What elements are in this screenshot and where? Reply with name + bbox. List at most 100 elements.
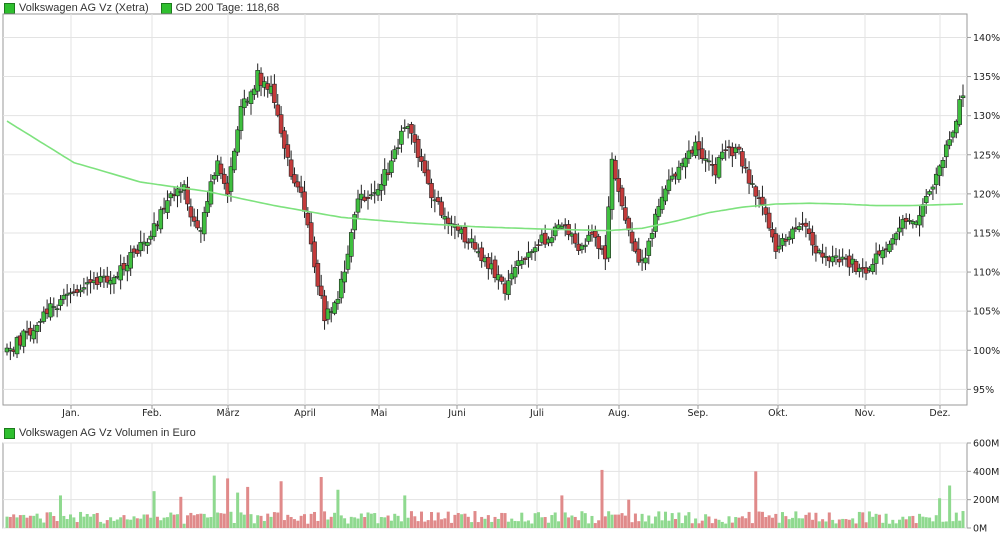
volume-bar-up [152,491,156,528]
candle-up [252,88,257,95]
volume-bar-up [834,523,838,528]
candle-down [435,197,441,202]
candle-down [288,159,294,177]
volume-bar-up [343,518,347,528]
volume-bar-down [633,513,637,528]
volume-bar-up [389,520,393,528]
volume-bar-up [496,518,500,528]
volume-bar-up [510,518,514,528]
volume-bar-down [637,521,641,528]
candle-down [195,220,200,229]
candle-down [736,146,742,150]
candle-down [298,186,304,193]
candle-up [399,130,404,145]
candle-down [365,196,371,199]
volume-bar-down [630,522,634,528]
volume-bar-up [520,512,524,528]
volume-bar-down [573,516,577,528]
volume-bar-up [5,516,9,528]
candle-up [38,321,43,323]
volume-bar-up [887,523,891,528]
candle-up [14,337,20,355]
candle-up [947,139,952,146]
candle-down [429,183,434,199]
volume-bar-down [804,514,808,528]
volume-bar-down [55,521,59,528]
volume-bar-up [647,515,651,528]
volume-legend-swatch [4,427,15,439]
volume-bar-down [95,513,99,528]
candle-down [810,232,815,246]
volume-bar-up [533,513,537,528]
candle-up [750,183,755,185]
volume-bar-up [791,517,795,528]
volume-bar-up [165,517,169,528]
candle-up [780,238,785,246]
candle-up [379,183,384,191]
candle-up [857,267,862,272]
volume-bar-down [597,520,601,528]
candle-down [295,181,301,188]
price-x-tick-label: Dez. [929,408,950,419]
candle-up [549,237,555,243]
volume-bar-down [914,523,918,528]
volume-bar-down [744,518,748,528]
candle-down [439,201,444,216]
candle-up [34,324,40,332]
volume-bar-up [667,520,671,528]
candle-up [720,151,725,159]
volume-bar-down [292,519,296,528]
volume-bar-up [85,514,89,528]
candle-down [766,212,772,229]
volume-bar-up [232,522,236,528]
volume-bar-up [928,517,932,528]
candle-down [806,228,812,234]
volume-bar-down [222,513,226,528]
volume-bar-down [416,521,420,528]
volume-bar-down [774,513,778,528]
volume-bar-up [851,518,855,528]
volume-bar-down [302,514,306,528]
candle-up [940,160,946,168]
candle-down [753,186,759,197]
candle-up [887,243,892,252]
candle-up [98,276,103,283]
volume-bar-down [690,523,694,528]
volume-bar-down [697,523,701,528]
candle-up [242,98,247,109]
ma-legend-label: GD 200 Tage: 118,68 [175,2,280,14]
volume-bar-up [159,520,163,528]
volume-bar-up [366,512,370,528]
candle-up [950,131,956,138]
volume-bar-up [670,513,674,528]
volume-bar-up [867,511,871,528]
volume-bar-up [881,522,885,528]
price-x-tick-label: Juni [447,408,465,419]
volume-bar-up [125,519,129,528]
volume-bar-up [209,517,213,528]
volume-bar-down [52,516,56,528]
volume-bar-up [817,521,821,528]
candle-down [743,166,749,169]
volume-bar-up [797,518,801,528]
volume-bar-up [583,513,587,528]
volume-bar-up [954,512,958,528]
candle-up [890,238,896,245]
ma-200-line [6,120,964,232]
volume-bar-up [871,516,875,528]
candle-down [445,217,451,224]
volume-bar-up [961,511,965,528]
candle-down [699,148,705,160]
candle-up [582,244,588,247]
price-legend-label: Volkswagen AG Vz (Xetra) [19,2,149,14]
candle-up [201,212,207,235]
volume-bar-down [593,523,597,528]
candle-up [873,253,879,264]
volume-bar-down [617,514,621,528]
volume-bar-down [620,513,624,528]
candle-up [58,299,63,307]
candle-down [572,233,578,244]
candle-up [816,250,822,253]
candle-down [853,261,859,272]
candle-up [348,232,354,257]
